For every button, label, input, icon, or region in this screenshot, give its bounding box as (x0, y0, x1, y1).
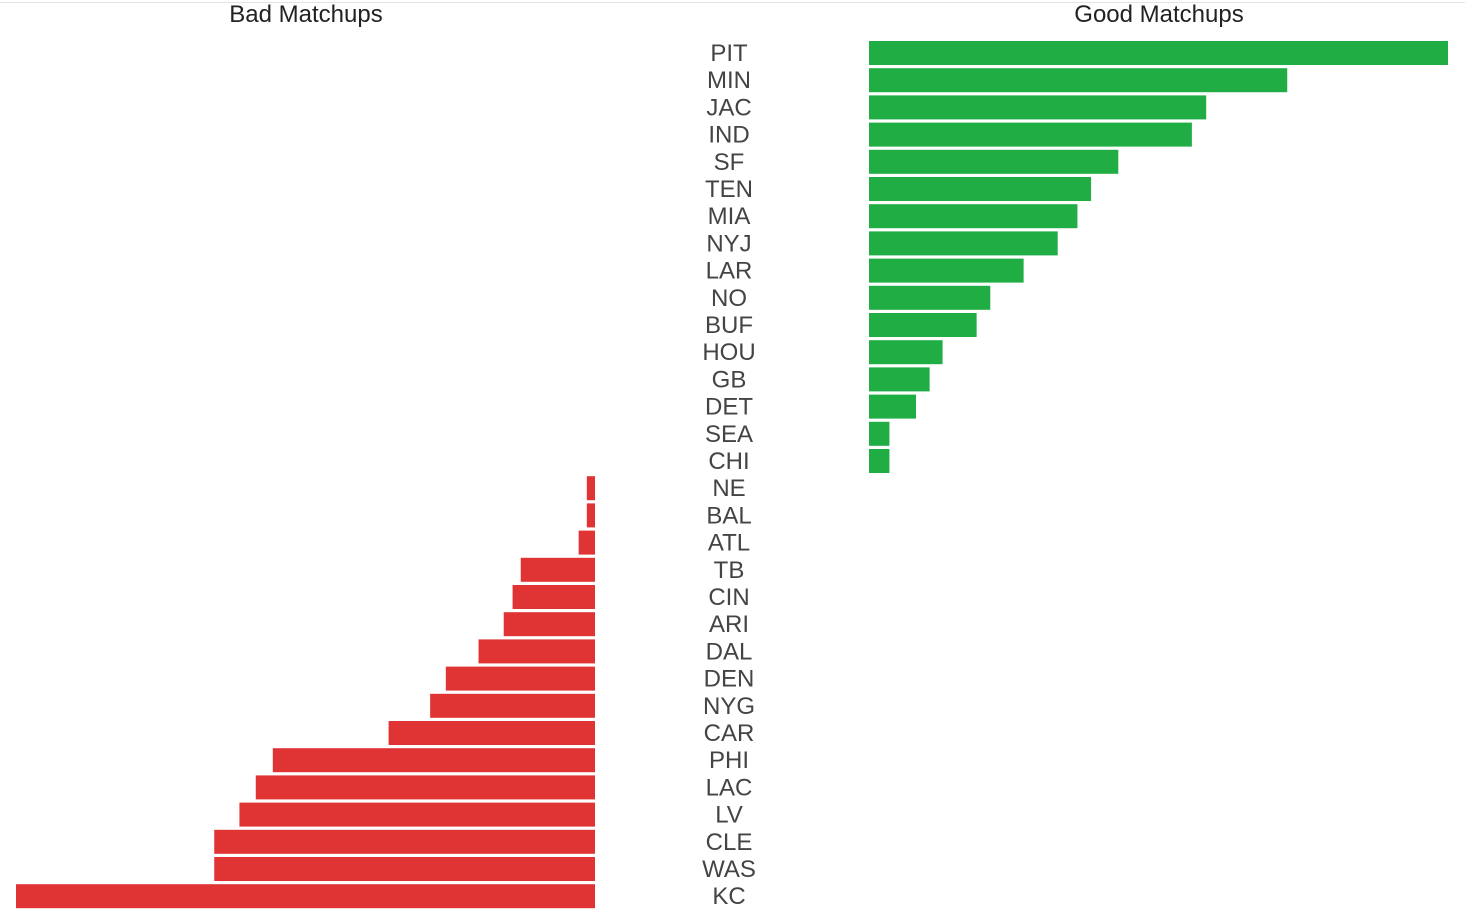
bar-buf (869, 313, 977, 337)
team-label-ari: ARI (709, 611, 749, 638)
team-label-chi: CHI (708, 448, 749, 475)
bar-dal (478, 639, 595, 664)
team-label-det: DET (705, 394, 753, 421)
team-label-hou: HOU (702, 339, 755, 366)
team-label-kc: KC (712, 883, 745, 910)
bar-atl (578, 530, 595, 555)
bar-mia (869, 204, 1078, 229)
bar-phi (272, 748, 595, 773)
team-label-nyj: NYJ (706, 230, 751, 257)
top-divider (0, 2, 1465, 3)
bar-no (869, 285, 991, 310)
team-label-pit: PIT (710, 40, 748, 67)
team-label-nyg: NYG (703, 693, 755, 720)
team-label-no: NO (711, 285, 747, 312)
bar-cin (512, 585, 595, 609)
bar-was (214, 857, 595, 881)
bar-chi (869, 449, 890, 473)
team-label-ne: NE (712, 475, 745, 502)
bar-kc (16, 884, 595, 909)
bar-jac (869, 95, 1207, 120)
bar-ten (869, 177, 1092, 201)
bar-ne (586, 476, 595, 501)
team-label-jac: JAC (706, 94, 751, 121)
team-label-gb: GB (712, 366, 747, 393)
bar-lac (255, 775, 596, 800)
bar-ind (869, 122, 1192, 147)
team-label-den: DEN (704, 666, 755, 693)
bar-lar (869, 258, 1024, 283)
bar-car (388, 721, 595, 745)
team-label-bal: BAL (706, 502, 751, 529)
team-label-cin: CIN (708, 584, 749, 611)
bar-sf (869, 149, 1119, 174)
team-label-buf: BUF (705, 312, 753, 339)
bar-tb (520, 557, 595, 582)
team-label-was: WAS (702, 856, 756, 883)
team-label-car: CAR (704, 720, 755, 747)
team-label-lac: LAC (706, 774, 753, 801)
team-label-phi: PHI (709, 747, 749, 774)
team-label-tb: TB (714, 557, 745, 584)
bar-det (869, 394, 917, 419)
bar-den (445, 666, 595, 691)
bar-ari (503, 612, 595, 637)
team-label-ten: TEN (705, 176, 753, 203)
bar-nyg (430, 693, 595, 718)
team-label-min: MIN (707, 67, 751, 94)
team-label-cle: CLE (706, 829, 753, 856)
bar-hou (869, 340, 943, 365)
bar-lv (239, 802, 595, 827)
bar-cle (214, 829, 595, 854)
bar-gb (869, 367, 930, 392)
bar-min (869, 68, 1288, 93)
bar-bal (586, 503, 595, 528)
bad-matchups-title: Bad Matchups (229, 1, 383, 28)
team-label-mia: MIA (708, 203, 751, 230)
team-label-lar: LAR (706, 258, 753, 285)
team-label-dal: DAL (706, 638, 753, 665)
bar-pit (869, 41, 1448, 65)
team-label-sf: SF (714, 149, 745, 176)
good-matchups-title: Good Matchups (1074, 1, 1244, 28)
team-label-ind: IND (708, 122, 749, 149)
team-label-lv: LV (715, 802, 743, 829)
bar-sea (869, 421, 890, 446)
team-label-atl: ATL (708, 530, 750, 557)
team-label-sea: SEA (705, 421, 753, 448)
bar-nyj (869, 231, 1058, 256)
